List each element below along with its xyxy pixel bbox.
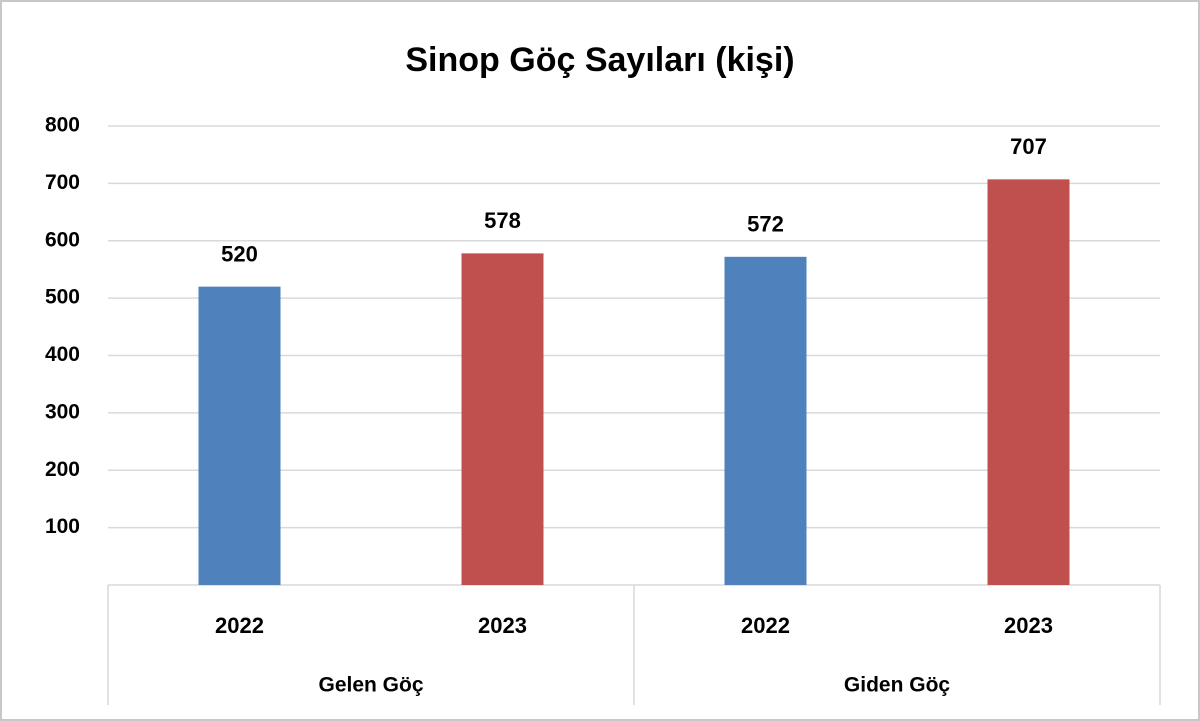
value-label: 572 (747, 212, 784, 237)
chart-title: Sinop Göç Sayıları (kişi) (405, 41, 794, 79)
bar (987, 179, 1070, 585)
bar (198, 286, 281, 585)
group-label: Giden Göç (844, 674, 951, 697)
bar (724, 256, 807, 585)
y-tick-label: 500 (45, 286, 80, 309)
group-label: Gelen Göç (318, 674, 423, 697)
bar (461, 253, 544, 585)
x-tick-label: 2023 (1004, 613, 1053, 638)
value-label: 520 (221, 241, 258, 266)
y-tick-label: 300 (45, 400, 80, 423)
y-tick-label: 700 (45, 171, 80, 194)
y-tick-label: 800 (45, 114, 80, 137)
y-tick-label: 600 (45, 228, 80, 251)
value-label: 707 (1010, 134, 1047, 159)
y-tick-label: 100 (45, 515, 80, 538)
x-tick-label: 2022 (741, 613, 790, 638)
y-tick-label: 400 (45, 343, 80, 366)
value-label: 578 (484, 208, 521, 233)
x-tick-label: 2023 (478, 613, 527, 638)
y-tick-label: 200 (45, 458, 80, 481)
x-tick-label: 2022 (215, 613, 264, 638)
